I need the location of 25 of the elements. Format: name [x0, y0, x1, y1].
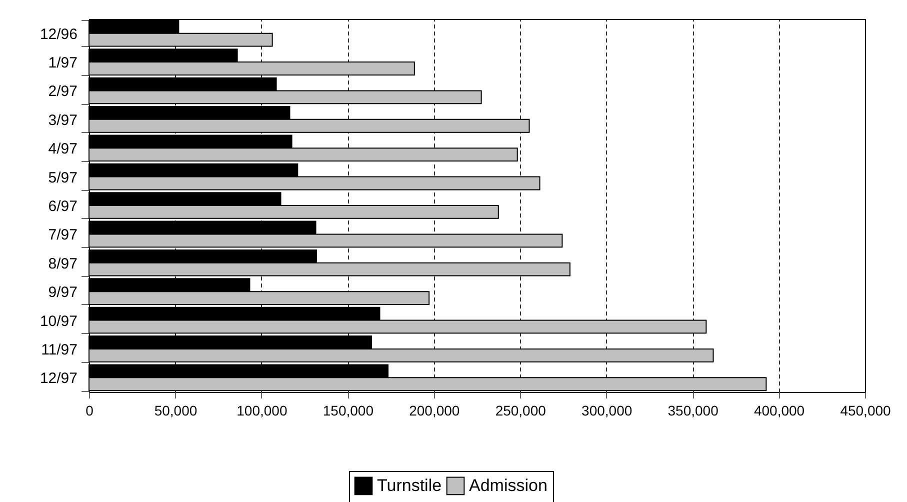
legend-label: Turnstile	[377, 476, 442, 495]
x-tick-label: 0	[86, 402, 94, 418]
x-tick-label: 150,000	[322, 402, 374, 418]
y-tick-label: 12/96	[40, 26, 78, 43]
y-tick-label: 8/97	[48, 255, 78, 272]
x-tick-label: 300,000	[582, 402, 632, 418]
y-tick-label: 3/97	[48, 112, 78, 129]
x-tick-label: 400,000	[754, 402, 805, 418]
x-tick-label: 350,000	[668, 402, 719, 418]
x-tick-label: 250,000	[495, 402, 546, 418]
y-tick-label: 12/97	[40, 370, 78, 388]
y-tick-label: 5/97	[48, 169, 78, 186]
legend-label: Admission	[469, 476, 548, 495]
y-tick-label: 10/97	[40, 312, 78, 330]
y-tick-label: 11/97	[41, 341, 78, 358]
y-tick-label: 4/97	[48, 140, 78, 158]
y-tick-label: 6/97	[48, 198, 78, 215]
x-tick-label: 50,000	[154, 402, 198, 418]
y-tick-label: 7/97	[48, 226, 78, 244]
x-tick-label: 450,000	[840, 402, 892, 418]
y-tick-label: 2/97	[48, 83, 78, 100]
x-tick-label: 100,000	[236, 402, 288, 418]
y-tick-label: 9/97	[48, 284, 78, 302]
y-tick-label: 1/97	[48, 54, 78, 72]
x-tick-label: 200,000	[409, 402, 460, 418]
